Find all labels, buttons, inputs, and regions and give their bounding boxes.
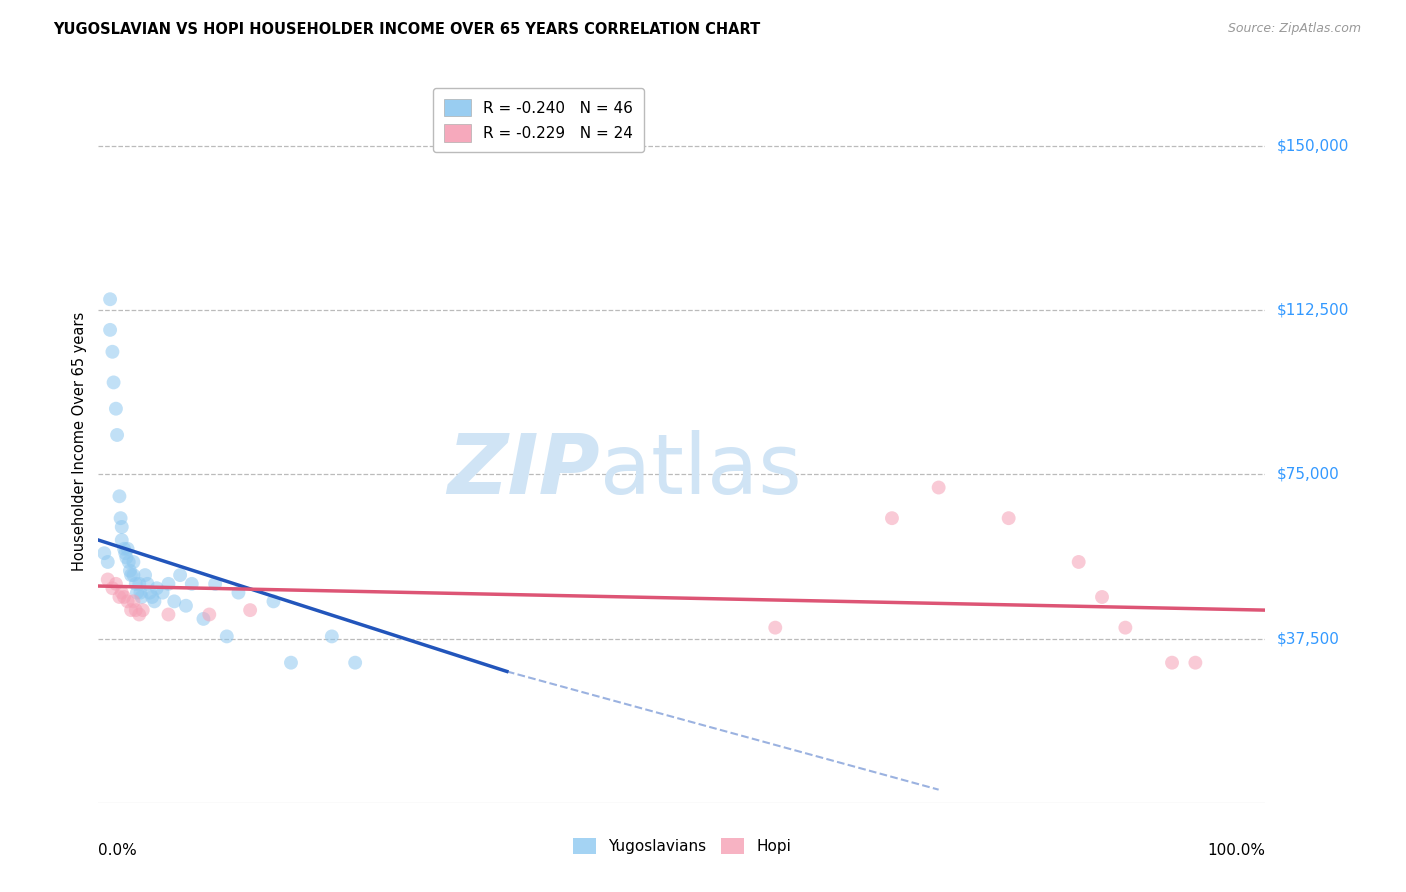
Point xyxy=(928,481,950,495)
Point xyxy=(198,607,221,622)
Point xyxy=(134,568,156,582)
Point xyxy=(174,599,197,613)
Text: $75,000: $75,000 xyxy=(1277,467,1340,482)
Point xyxy=(239,603,262,617)
Point xyxy=(997,511,1019,525)
Point xyxy=(139,585,162,599)
Point xyxy=(118,564,141,578)
Point xyxy=(880,511,903,525)
Point xyxy=(136,577,159,591)
Point xyxy=(157,577,180,591)
Text: $150,000: $150,000 xyxy=(1277,138,1348,153)
Point xyxy=(141,590,163,604)
Text: Source: ZipAtlas.com: Source: ZipAtlas.com xyxy=(1227,22,1361,36)
Point xyxy=(1067,555,1090,569)
Point xyxy=(98,292,121,306)
Point xyxy=(125,577,148,591)
Point xyxy=(132,603,155,617)
Point xyxy=(97,573,120,587)
Point xyxy=(204,577,226,591)
Point xyxy=(157,607,180,622)
Point xyxy=(280,656,302,670)
Point xyxy=(98,323,121,337)
Point xyxy=(93,546,115,560)
Point xyxy=(344,656,367,670)
Point xyxy=(117,594,139,608)
Point xyxy=(1114,621,1136,635)
Point xyxy=(111,533,134,547)
Point xyxy=(163,594,186,608)
Point xyxy=(122,594,145,608)
Point xyxy=(262,594,284,608)
Point xyxy=(146,581,169,595)
Point xyxy=(152,585,174,599)
Point xyxy=(112,590,135,604)
Point xyxy=(111,585,134,599)
Point xyxy=(114,546,136,560)
Point xyxy=(128,607,150,622)
Point xyxy=(101,344,124,359)
Text: $37,500: $37,500 xyxy=(1277,632,1340,646)
Point xyxy=(104,401,127,416)
Point xyxy=(117,541,139,556)
Text: ZIP: ZIP xyxy=(447,430,600,511)
Point xyxy=(115,550,138,565)
Point xyxy=(215,629,238,643)
Point xyxy=(128,577,150,591)
Text: YUGOSLAVIAN VS HOPI HOUSEHOLDER INCOME OVER 65 YEARS CORRELATION CHART: YUGOSLAVIAN VS HOPI HOUSEHOLDER INCOME O… xyxy=(53,22,761,37)
Point xyxy=(101,581,124,595)
Point xyxy=(193,612,215,626)
Point xyxy=(131,590,153,604)
Point xyxy=(120,568,142,582)
Legend: Yugoslavians, Hopi: Yugoslavians, Hopi xyxy=(567,832,797,860)
Point xyxy=(120,603,142,617)
Point xyxy=(122,568,145,582)
Point xyxy=(118,555,141,569)
Point xyxy=(108,489,131,503)
Point xyxy=(103,376,125,390)
Point xyxy=(143,594,166,608)
Point xyxy=(112,541,135,556)
Point xyxy=(110,511,132,525)
Text: 0.0%: 0.0% xyxy=(98,843,138,857)
Point xyxy=(108,590,131,604)
Point xyxy=(129,585,152,599)
Point xyxy=(105,428,128,442)
Point xyxy=(1161,656,1184,670)
Point xyxy=(228,585,250,599)
Point xyxy=(122,555,145,569)
Point xyxy=(180,577,202,591)
Y-axis label: Householder Income Over 65 years: Householder Income Over 65 years xyxy=(72,312,87,571)
Point xyxy=(125,603,148,617)
Point xyxy=(321,629,343,643)
Point xyxy=(125,585,148,599)
Point xyxy=(763,621,786,635)
Point xyxy=(97,555,120,569)
Point xyxy=(111,520,134,534)
Point xyxy=(169,568,191,582)
Text: $112,500: $112,500 xyxy=(1277,302,1348,318)
Point xyxy=(1184,656,1206,670)
Text: 100.0%: 100.0% xyxy=(1208,843,1265,857)
Point xyxy=(104,577,127,591)
Text: atlas: atlas xyxy=(600,430,801,511)
Point xyxy=(1091,590,1114,604)
